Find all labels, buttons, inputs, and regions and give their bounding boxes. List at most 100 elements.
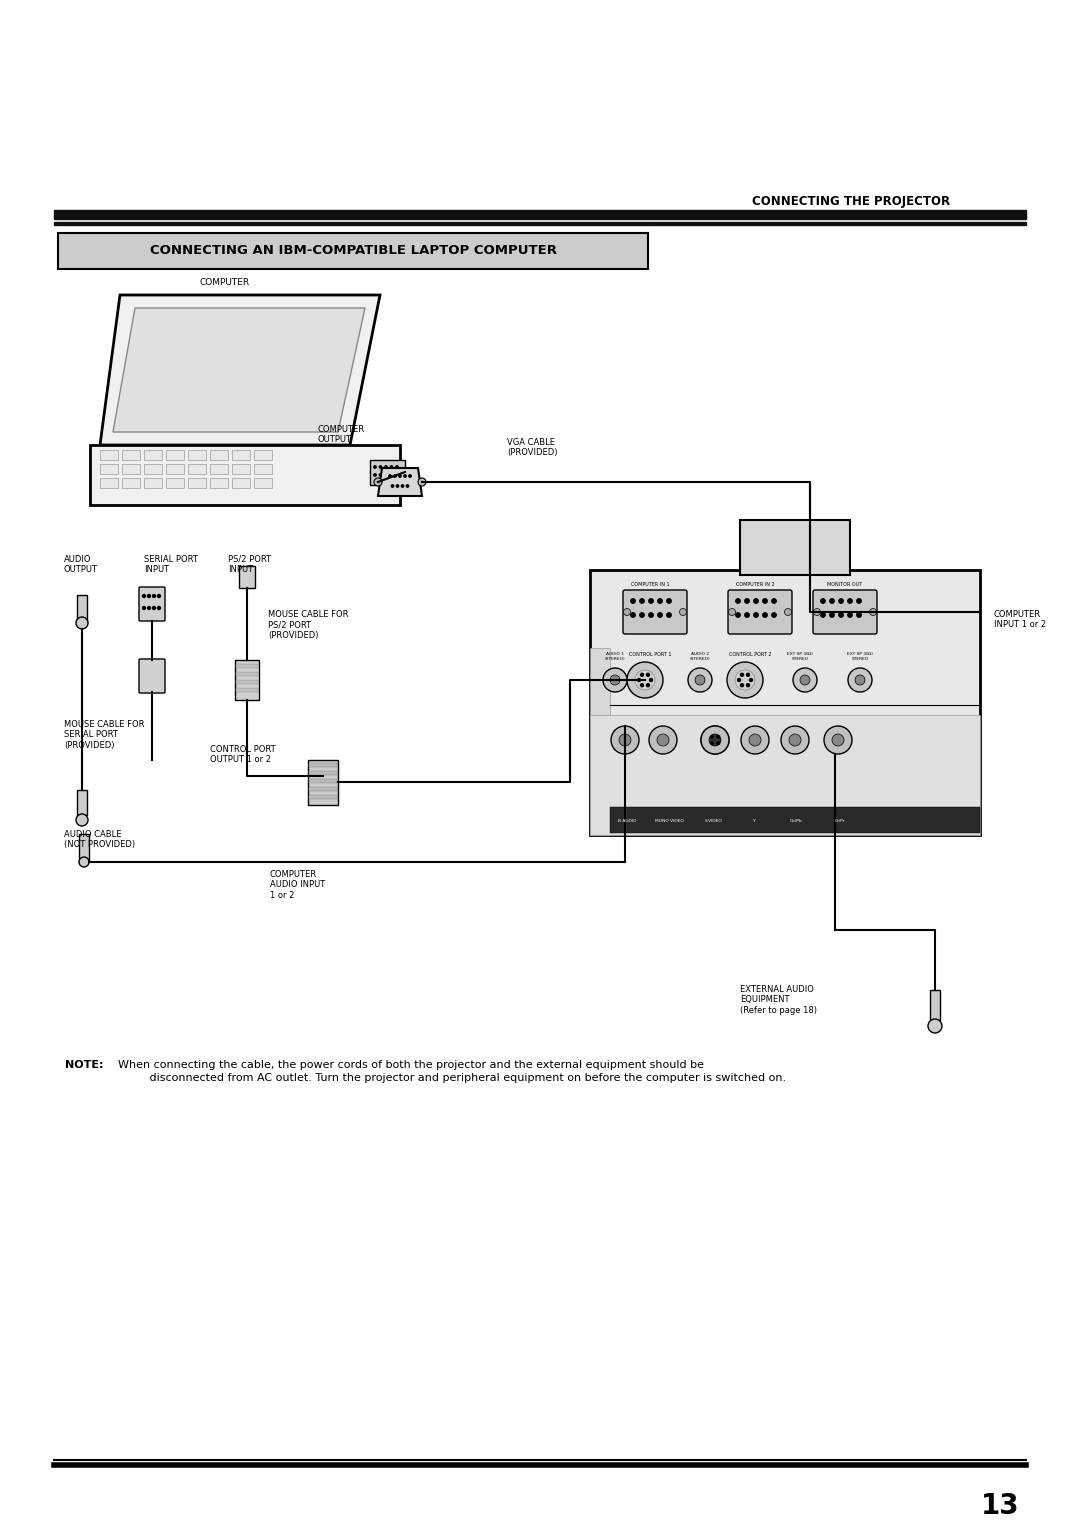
Circle shape (406, 485, 408, 487)
Text: S-VIDEO: S-VIDEO (705, 819, 723, 824)
Circle shape (649, 612, 653, 617)
Text: COMPUTER
OUTPUT: COMPUTER OUTPUT (318, 426, 365, 444)
Circle shape (848, 668, 872, 692)
Bar (309, 795, 337, 799)
Circle shape (701, 726, 729, 753)
Polygon shape (235, 660, 259, 700)
Circle shape (409, 475, 411, 478)
Circle shape (856, 599, 861, 603)
Circle shape (623, 608, 631, 615)
Circle shape (735, 612, 740, 617)
Bar (144, 450, 162, 459)
Text: AUDIO 2
(STEREO): AUDIO 2 (STEREO) (690, 652, 711, 660)
Circle shape (869, 608, 877, 615)
Circle shape (152, 606, 156, 609)
Circle shape (745, 612, 750, 617)
Text: CONTROL PORT 1: CONTROL PORT 1 (629, 652, 672, 657)
Bar (254, 450, 272, 459)
Circle shape (750, 678, 753, 681)
Circle shape (79, 857, 89, 867)
FancyBboxPatch shape (139, 658, 165, 694)
Bar (740, 521, 850, 576)
Circle shape (729, 608, 735, 615)
Text: Cb/Pb: Cb/Pb (789, 819, 802, 824)
Circle shape (649, 599, 653, 603)
Circle shape (619, 733, 631, 746)
Bar (144, 478, 162, 488)
Circle shape (701, 726, 729, 753)
Text: CONNECTING THE PROJECTOR: CONNECTING THE PROJECTOR (752, 194, 950, 208)
Bar (590, 648, 610, 834)
Circle shape (839, 612, 843, 617)
Circle shape (640, 684, 644, 687)
Bar (309, 762, 337, 767)
Circle shape (735, 671, 755, 690)
Circle shape (824, 726, 852, 753)
Circle shape (829, 599, 834, 603)
Circle shape (637, 678, 640, 681)
Circle shape (666, 599, 671, 603)
Text: NOTE:: NOTE: (65, 1059, 104, 1070)
Bar (100, 464, 118, 475)
Text: When connecting the cable, the power cords of both the projector and the externa: When connecting the cable, the power cor… (118, 1059, 786, 1084)
Circle shape (679, 608, 687, 615)
Circle shape (741, 684, 743, 687)
Text: COMPUTER
AUDIO INPUT
1 or 2: COMPUTER AUDIO INPUT 1 or 2 (270, 870, 325, 900)
Text: MONITOR OUT: MONITOR OUT (827, 582, 863, 586)
Polygon shape (308, 759, 338, 805)
Circle shape (727, 661, 762, 698)
Circle shape (395, 465, 399, 468)
Bar (254, 478, 272, 488)
Circle shape (793, 668, 816, 692)
Circle shape (762, 599, 767, 603)
Circle shape (738, 678, 741, 681)
Bar (309, 772, 337, 775)
FancyBboxPatch shape (139, 586, 165, 622)
Circle shape (611, 726, 639, 753)
Circle shape (754, 599, 758, 603)
Circle shape (627, 661, 663, 698)
Circle shape (603, 668, 627, 692)
Circle shape (813, 608, 821, 615)
Circle shape (754, 612, 758, 617)
Bar (144, 464, 162, 475)
Circle shape (76, 814, 87, 827)
Circle shape (143, 606, 146, 609)
Polygon shape (378, 468, 422, 496)
Bar (166, 464, 184, 475)
Circle shape (781, 726, 809, 753)
Bar (210, 478, 228, 488)
Text: MOUSE CABLE FOR
PS/2 PORT
(PROVIDED): MOUSE CABLE FOR PS/2 PORT (PROVIDED) (268, 609, 349, 640)
Circle shape (649, 726, 677, 753)
Text: CONTROL PORT 2: CONTROL PORT 2 (729, 652, 771, 657)
FancyBboxPatch shape (623, 589, 687, 634)
Bar (166, 450, 184, 459)
Bar (930, 991, 940, 1020)
Circle shape (855, 675, 865, 684)
Text: VGA CABLE
(PROVIDED): VGA CABLE (PROVIDED) (507, 438, 557, 458)
Bar (210, 450, 228, 459)
Circle shape (821, 612, 825, 617)
Text: MONO VIDEO: MONO VIDEO (654, 819, 684, 824)
Text: PS/2 PORT
INPUT: PS/2 PORT INPUT (228, 556, 271, 574)
Circle shape (152, 594, 156, 597)
Circle shape (148, 606, 150, 609)
Circle shape (746, 674, 750, 677)
Text: B AUDIO: B AUDIO (618, 819, 636, 824)
Circle shape (143, 594, 146, 597)
Circle shape (735, 599, 740, 603)
Circle shape (772, 599, 777, 603)
Text: AUDIO CABLE
(NOT PROVIDED): AUDIO CABLE (NOT PROVIDED) (64, 830, 135, 850)
Circle shape (395, 473, 399, 476)
Bar (122, 478, 140, 488)
Text: COMPUTER IN 1: COMPUTER IN 1 (631, 582, 670, 586)
Circle shape (384, 473, 388, 476)
Circle shape (746, 684, 750, 687)
Circle shape (640, 674, 644, 677)
Circle shape (379, 465, 381, 468)
Circle shape (394, 475, 396, 478)
Text: COMPUTER: COMPUTER (200, 279, 251, 286)
FancyBboxPatch shape (813, 589, 877, 634)
Bar (122, 450, 140, 459)
Bar (237, 664, 258, 668)
